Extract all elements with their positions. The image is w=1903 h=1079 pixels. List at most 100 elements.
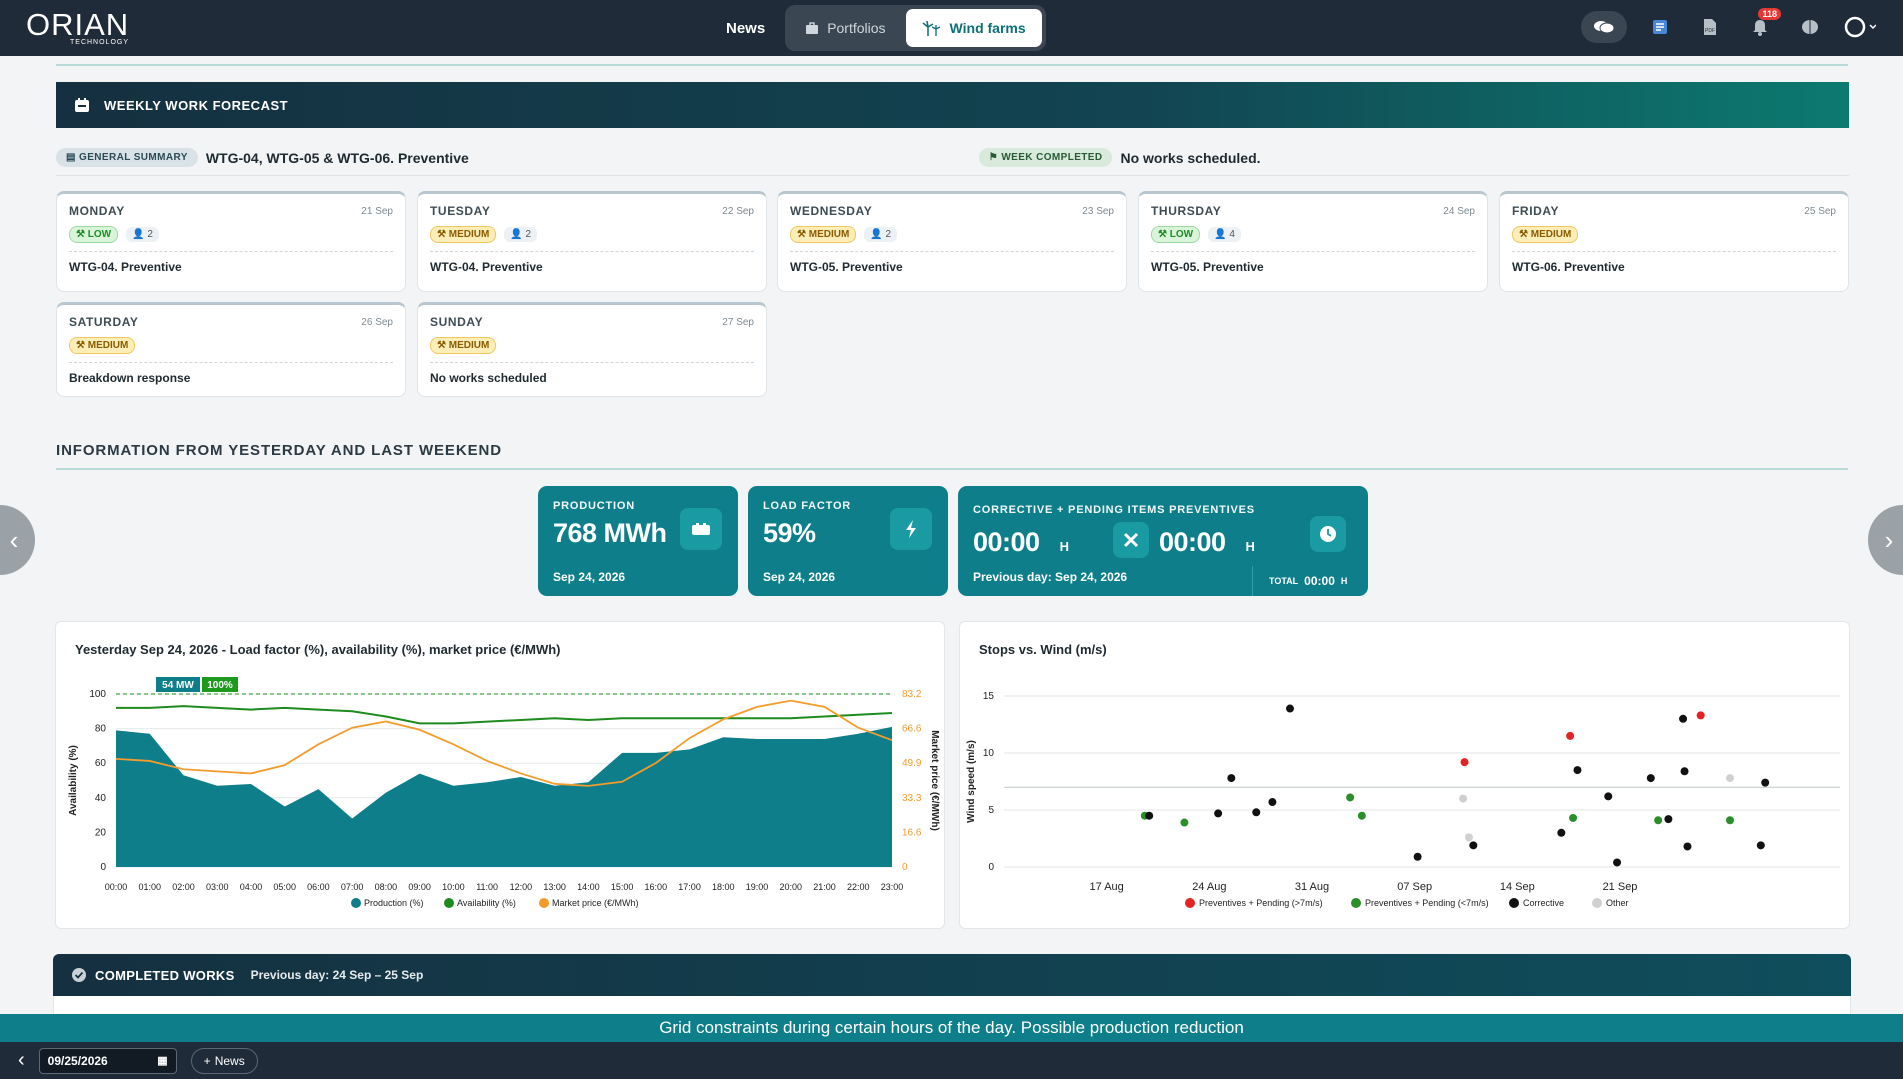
load-factor-label: LOAD FACTOR <box>763 500 852 512</box>
nav-news[interactable]: News <box>726 19 766 37</box>
day-date: 22 Sep <box>722 205 754 217</box>
scatter-point <box>1566 731 1575 740</box>
battery-icon <box>680 508 722 550</box>
legend-label: Preventives + Pending (>7m/s) <box>1199 898 1323 908</box>
day-card-monday[interactable]: MONDAY 21 Sep ⚒ LOW 👤 2 WTG-04. Preventive <box>56 191 406 292</box>
tab-wind-farms[interactable]: Wind farms <box>905 9 1042 47</box>
scatter-point <box>1413 852 1422 861</box>
day-card-saturday[interactable]: SATURDAY 26 Sep ⚒ MEDIUM Breakdown response <box>56 302 406 397</box>
availability-line <box>116 705 893 725</box>
day-work: WTG-05. Preventive <box>790 260 903 274</box>
y-tick-label: 0 <box>100 862 106 873</box>
x-tick-label: 31 Aug <box>1295 881 1329 893</box>
scatter-point <box>1726 774 1734 783</box>
scatter-point <box>1680 767 1689 776</box>
pdf-icon[interactable]: PDF <box>1693 10 1727 44</box>
day-card-wednesday[interactable]: WEDNESDAY 23 Sep ⚒ MEDIUM 👤 2 WTG-05. Preven… <box>777 191 1127 292</box>
x-tick-label: 22:00 <box>847 882 870 892</box>
corrective-value: 00:00 <box>973 527 1040 557</box>
corrective-unit: H <box>1059 539 1069 554</box>
calendar-icon <box>75 98 89 112</box>
corrective-values: 00:00 H 00:00 H <box>973 522 1353 558</box>
load-factor-value: 59% <box>763 518 816 548</box>
tab-portfolios[interactable]: Portfolios <box>789 9 901 47</box>
production-label: PRODUCTION <box>553 500 635 512</box>
x-tick-label: 00:00 <box>105 882 128 892</box>
legend-marker <box>1185 898 1195 908</box>
weekly-forecast-title: WEEKLY WORK FORECAST <box>104 97 289 113</box>
day-card-thursday[interactable]: THURSDAY 24 Sep ⚒ LOW 👤 4 WTG-05. Preventive <box>1138 191 1488 292</box>
workload-icon: ⚒ <box>437 340 446 351</box>
day-card-friday[interactable]: FRIDAY 25 Sep ⚒ MEDIUM WTG-06. Preventive <box>1499 191 1849 292</box>
legend-marker <box>1592 898 1602 908</box>
scatter-point <box>1683 842 1692 851</box>
scatter-point <box>1756 841 1765 850</box>
notification-count: 118 <box>1758 8 1781 20</box>
scatter-point <box>1268 798 1277 807</box>
forecast-summary: ▤ GENERAL SUMMARY WTG-04, WTG-05 & WTG-0… <box>56 140 1849 176</box>
scatter-point <box>1357 811 1366 820</box>
brain-icon[interactable] <box>1793 10 1827 44</box>
production-chart: 100 83.2 80 66.6 60 49.9 40 33.3 20 16.6 0 0 00:00 01… <box>68 677 940 908</box>
x-tick-label: 10:00 <box>442 882 465 892</box>
day-card-sunday[interactable]: SUNDAY 27 Sep ⚒ MEDIUM No works scheduled <box>417 302 767 397</box>
x-tick-label: 08:00 <box>375 882 398 892</box>
scatter-point <box>1459 794 1468 803</box>
scatter-point <box>1569 813 1578 822</box>
day-name: WEDNESDAY <box>790 204 873 218</box>
chat-icon[interactable] <box>1581 11 1627 43</box>
scatter-point <box>1679 714 1688 723</box>
add-news-button[interactable]: + News <box>190 1047 258 1074</box>
legend-label: Availability (%) <box>457 898 516 908</box>
date-input[interactable]: 09/25/2026 ▦ <box>38 1047 177 1074</box>
load-factor-card: LOAD FACTOR 59% Sep 24, 2026 <box>748 486 948 596</box>
annotation-pct: 100% <box>207 680 233 691</box>
x-tick-label: 15:00 <box>611 882 634 892</box>
people-count-value: 4 <box>1229 229 1235 240</box>
y-tick-label: 0 <box>988 862 994 873</box>
date-value: 09/25/2026 <box>47 1053 108 1068</box>
info-divider <box>56 468 1848 470</box>
x-tick-label: 01:00 <box>138 882 161 892</box>
person-icon: 👤 <box>132 229 145 240</box>
scatter-point <box>1252 808 1261 817</box>
completed-works-header: COMPLETED WORKS Previous day: 24 Sep – 2… <box>53 954 1851 996</box>
people-count: 👤 2 <box>504 227 538 242</box>
day-card-tuesday[interactable]: TUESDAY 22 Sep ⚒ MEDIUM 👤 2 WTG-04. Preventi… <box>417 191 767 292</box>
y2-axis-label: Market price (€/MWh) <box>929 730 940 831</box>
scatter-point <box>1761 778 1770 787</box>
bell-icon[interactable]: 118 <box>1743 8 1781 44</box>
market-price-line <box>115 699 893 787</box>
total-label: TOTAL <box>1269 576 1299 586</box>
briefcase-icon <box>806 21 819 34</box>
day-work: WTG-04. Preventive <box>430 260 543 274</box>
orian-logo[interactable]: ORIAN TECHNOLOGY <box>26 7 130 46</box>
check-circle-icon <box>72 968 86 982</box>
plus-icon: + <box>203 1053 211 1068</box>
scatter-point <box>1286 704 1294 713</box>
chevron-left-icon[interactable]: ‹ <box>18 1049 25 1071</box>
x-tick-label: 05:00 <box>273 882 296 892</box>
x-tick-label: 24 Aug <box>1192 881 1226 893</box>
corrective-label: CORRECTIVE + PENDING ITEMS PREVENTIVES <box>973 504 1255 516</box>
y2-tick-label: 66.6 <box>902 724 922 735</box>
day-date: 26 Sep <box>361 316 393 328</box>
y-axis-label: Wind speed (m/s) <box>966 740 977 823</box>
report-icon[interactable] <box>1643 10 1677 44</box>
workload-level: MEDIUM <box>448 340 490 351</box>
logo-text: ORIAN <box>26 7 130 42</box>
calendar-icon[interactable]: ▦ <box>157 1055 168 1067</box>
pending-value: 00:00 <box>1158 527 1226 557</box>
scatter-point <box>1346 793 1355 802</box>
workload-level: MEDIUM <box>448 229 490 240</box>
people-count: 👤 4 <box>1208 227 1241 242</box>
weekly-forecast-header: WEEKLY WORK FORECAST <box>56 82 1849 128</box>
user-avatar-icon[interactable] <box>1843 10 1877 44</box>
workload-level: MEDIUM <box>808 229 850 240</box>
next-arrow-button[interactable]: › <box>1868 505 1903 575</box>
week-completed-chip: ⚑ WEEK COMPLETED <box>978 148 1113 167</box>
scatter-point <box>1557 828 1566 837</box>
prev-arrow-button[interactable]: ‹ <box>0 505 35 575</box>
y-axis-label: Availability (%) <box>68 745 79 816</box>
y2-tick-label: 0 <box>902 862 908 873</box>
